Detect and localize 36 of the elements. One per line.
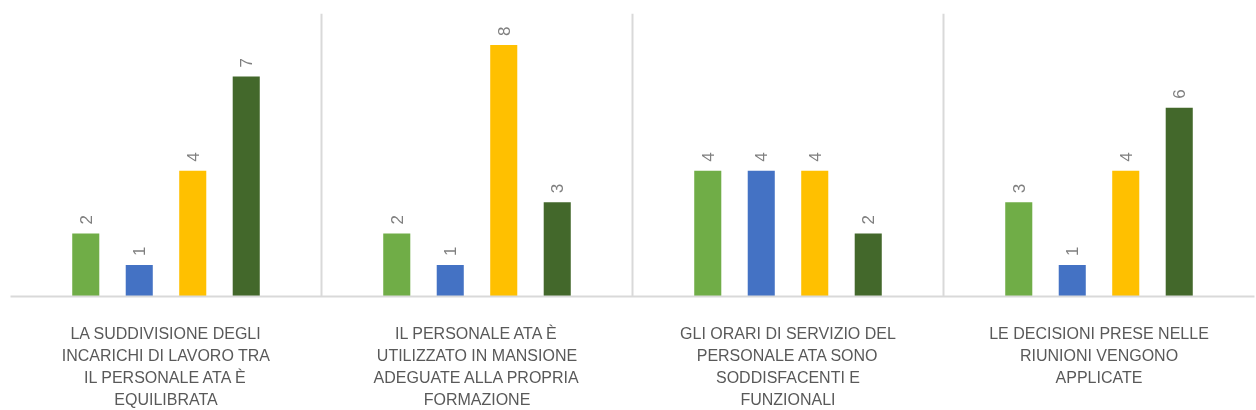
data-label: 2: [387, 215, 407, 225]
data-label: 8: [494, 26, 514, 36]
bar: [694, 170, 722, 297]
data-label: 1: [1063, 246, 1083, 257]
data-label: 1: [130, 246, 150, 257]
bar: [436, 265, 464, 297]
bar: [72, 233, 100, 297]
data-label: 2: [76, 215, 96, 225]
x-tick-label: LE DECISIONI PRESE NELLE RIUNIONI VENGONO APPLICATE: [989, 324, 1209, 386]
bar: [1112, 170, 1140, 297]
x-tick-label: IL PERSONALE ATA È UTILIZZATO IN MANSIONE ADEGUATE ALLA PROPRIA FORMAZIONE: [373, 323, 579, 408]
x-tick-label: GLI ORARI DI SERVIZIO DEL PERSONALE ATA SONO SODDISFACENTI E FUNZIONALI: [680, 324, 896, 408]
data-label: 4: [1116, 152, 1136, 162]
data-label: 4: [698, 152, 718, 162]
data-label: 3: [1009, 183, 1029, 194]
bar: [543, 202, 571, 297]
bar: [232, 76, 260, 297]
data-label: 4: [805, 152, 825, 162]
bar: [125, 265, 153, 297]
bar: [854, 233, 882, 297]
bar: [179, 170, 207, 297]
data-label: 4: [183, 152, 203, 162]
bar: [1165, 107, 1193, 297]
data-label: 6: [1170, 89, 1190, 99]
bar: [1005, 202, 1033, 297]
data-label: 3: [548, 183, 568, 194]
data-label: 7: [237, 57, 257, 68]
data-label: 1: [441, 246, 461, 257]
bar: [490, 44, 518, 297]
data-label: 2: [859, 215, 879, 225]
bar: [1058, 265, 1086, 297]
x-tick-label: LA SUDDIVISIONE DEGLI INCARICHI DI LAVORO TRA IL PERSONALE ATA È EQUILIBRATA: [61, 324, 271, 408]
bar: [801, 170, 829, 297]
data-label: 4: [752, 152, 772, 162]
bar: [383, 233, 411, 297]
bar: [747, 170, 775, 297]
